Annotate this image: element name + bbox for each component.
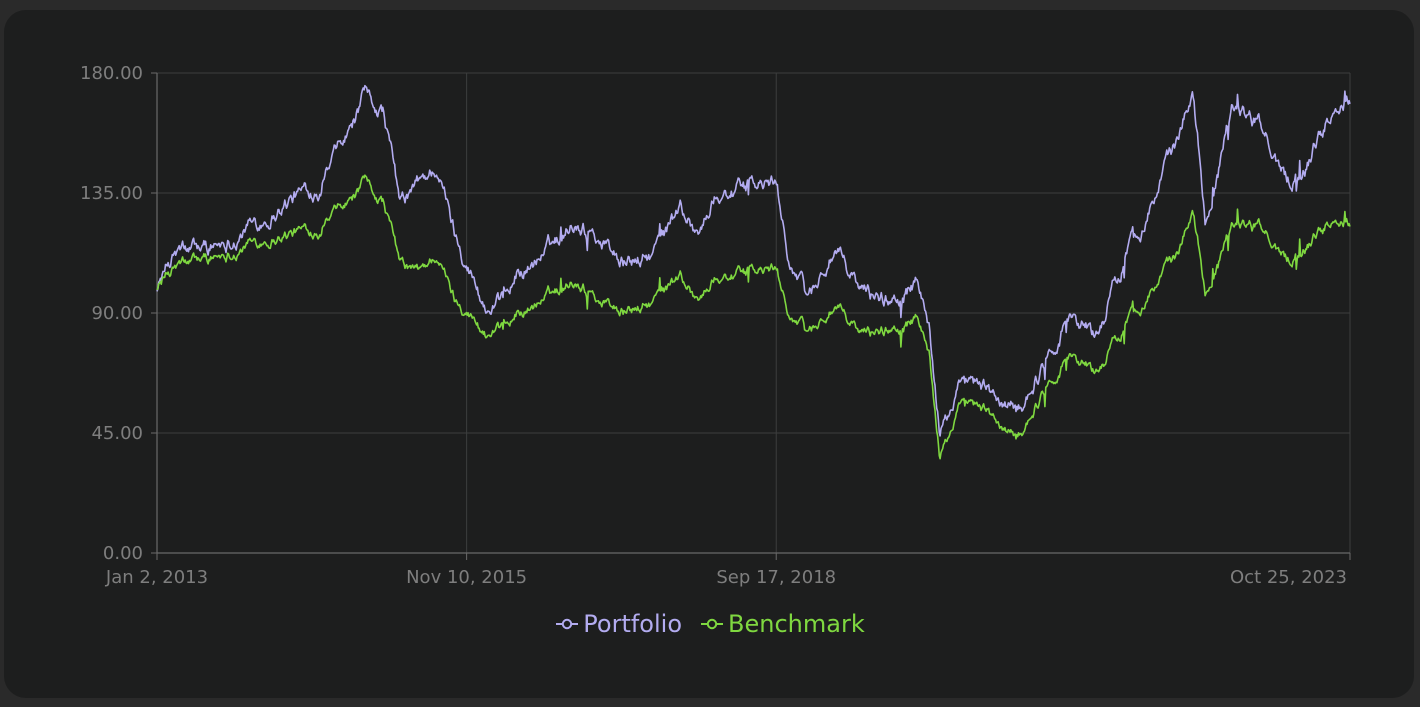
legend-item-portfolio[interactable]: Portfolio — [555, 610, 682, 638]
legend: Portfolio Benchmark — [0, 610, 1420, 638]
legend-marker-dot — [706, 618, 718, 630]
legend-label-benchmark: Benchmark — [728, 610, 865, 638]
y-tick-label: 0.00 — [103, 543, 143, 564]
legend-item-benchmark[interactable]: Benchmark — [700, 610, 865, 638]
x-tick-label: Nov 10, 2015 — [406, 567, 527, 588]
y-tick-label: 90.00 — [91, 303, 143, 324]
axes — [151, 72, 1351, 560]
series-lines — [156, 84, 1351, 460]
series-line-benchmark — [156, 174, 1351, 460]
legend-marker-icon — [556, 618, 579, 630]
x-tick-label: Jan 2, 2013 — [105, 567, 208, 588]
legend-marker-icon — [701, 618, 724, 630]
gridlines — [157, 72, 1351, 553]
tick-labels: 0.00 45.00 90.00 135.00 180.00 Jan 2, 2013 Nov… — [80, 63, 1347, 588]
series-line-portfolio — [156, 84, 1351, 437]
legend-label-portfolio: Portfolio — [583, 610, 683, 638]
chart-card — [4, 10, 1414, 698]
y-tick-label: 180.00 — [80, 63, 143, 84]
y-tick-label: 135.00 — [80, 183, 143, 204]
legend-marker-dot — [562, 618, 573, 630]
y-tick-label: 45.00 — [91, 423, 143, 444]
x-tick-label: Sep 17, 2018 — [716, 567, 836, 588]
x-tick-label: Oct 25, 2023 — [1230, 567, 1347, 588]
